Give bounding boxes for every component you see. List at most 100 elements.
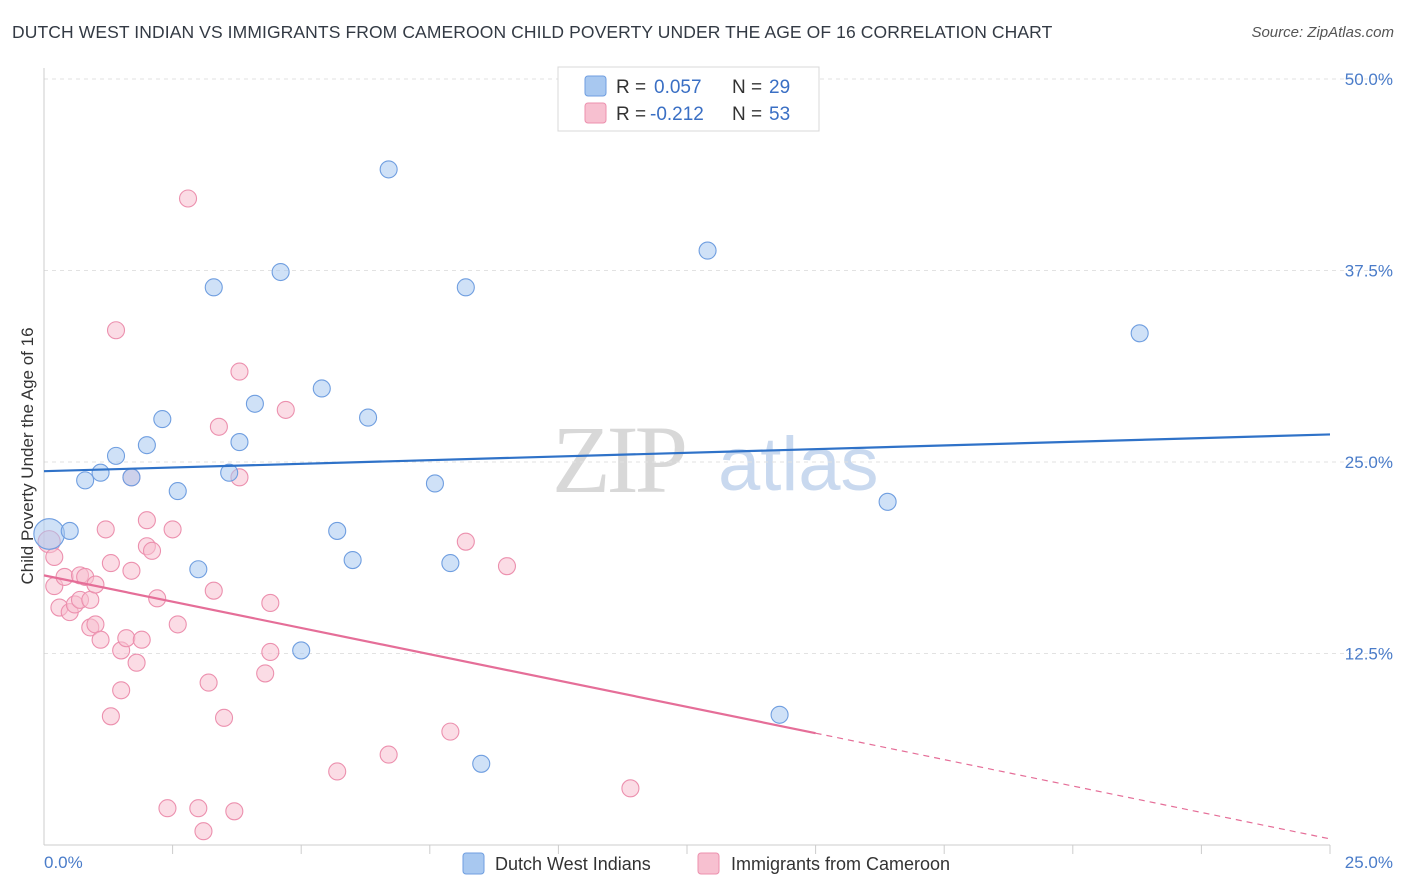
- bottom-legend-swatch-pink: [697, 852, 720, 875]
- source-credit: Source: ZipAtlas.com: [1251, 24, 1394, 41]
- data-point-blue: [33, 518, 65, 550]
- data-point-blue: [245, 394, 264, 413]
- data-point-blue: [271, 262, 290, 282]
- data-point-pink: [276, 400, 295, 419]
- page-title: DUTCH WEST INDIAN VS IMMIGRANTS FROM CAM…: [12, 22, 1053, 42]
- data-point-pink: [194, 822, 213, 841]
- data-point-blue: [220, 463, 239, 482]
- data-point-pink: [225, 802, 244, 821]
- data-point-blue: [204, 278, 223, 297]
- data-point-blue: [122, 468, 141, 487]
- data-point-pink: [256, 664, 275, 683]
- data-point-pink: [137, 511, 156, 530]
- data-point-pink: [230, 362, 249, 381]
- data-point-pink: [96, 520, 115, 539]
- data-point-blue: [425, 474, 444, 493]
- y-tick-label: 37.5%: [1345, 262, 1393, 281]
- data-point-blue: [379, 160, 398, 179]
- data-point-blue: [878, 492, 897, 511]
- data-point-blue: [168, 482, 187, 501]
- data-point-pink: [328, 762, 347, 781]
- data-point-pink: [621, 779, 640, 798]
- legend-n-label-blue: N =: [732, 77, 762, 98]
- data-point-pink: [86, 615, 105, 634]
- legend-r-label-blue: R =: [616, 77, 646, 98]
- data-point-pink: [158, 799, 177, 818]
- bottom-legend-label-blue: Dutch West Indians: [495, 854, 651, 874]
- data-point-blue: [472, 754, 491, 773]
- data-point-blue: [441, 554, 460, 573]
- data-point-blue: [328, 521, 347, 540]
- watermark: ZIP atlas: [552, 406, 879, 513]
- data-point-pink: [132, 630, 151, 649]
- data-point-pink: [117, 629, 136, 648]
- data-point-pink: [106, 321, 126, 340]
- data-point-blue: [456, 278, 475, 297]
- data-point-pink: [199, 673, 218, 692]
- data-point-blue: [770, 705, 789, 724]
- data-point-pink: [214, 708, 234, 727]
- legend-r-value-pink: -0.212: [650, 104, 704, 125]
- data-point-pink: [204, 581, 223, 600]
- data-point-blue: [106, 446, 126, 465]
- data-point-pink: [81, 590, 100, 609]
- data-point-blue: [189, 560, 208, 579]
- legend-r-label-pink: R =: [616, 104, 646, 125]
- data-point-pink: [112, 681, 131, 700]
- y-tick-label: 50.0%: [1345, 70, 1393, 89]
- data-point-pink: [497, 557, 517, 576]
- data-point-pink: [45, 547, 64, 567]
- trend-line-blue: [43, 433, 1331, 473]
- data-point-blue: [91, 463, 110, 482]
- legend-swatch-pink: [584, 102, 607, 124]
- data-point-pink: [261, 593, 280, 612]
- trend-line-extension-pink: [815, 732, 1331, 840]
- legend-r-value-blue: 0.057: [654, 77, 702, 98]
- bottom-legend-swatch-blue: [462, 852, 485, 875]
- series-dutch-west-indians: [33, 160, 1149, 773]
- legend-n-value-pink: 53: [769, 104, 790, 125]
- data-point-blue: [137, 436, 156, 455]
- y-tick-label: 25.0%: [1345, 453, 1393, 472]
- data-point-pink: [101, 554, 120, 573]
- stats-legend: R = 0.057 N = 29 R = -0.212 N = 53: [557, 66, 820, 132]
- data-point-pink: [379, 745, 398, 764]
- series-immigrants-from-cameroon: [37, 189, 640, 841]
- y-axis-label: Child Poverty Under the Age of 16: [18, 327, 37, 584]
- data-point-pink: [168, 615, 187, 634]
- series-legend: Dutch West Indians Immigrants from Camer…: [462, 852, 950, 875]
- watermark-atlas: atlas: [718, 422, 879, 507]
- data-point-blue: [60, 521, 79, 540]
- bottom-legend-label-pink: Immigrants from Cameroon: [731, 854, 950, 874]
- data-point-blue: [698, 241, 717, 260]
- legend-n-value-blue: 29: [769, 77, 790, 98]
- legend-swatch-blue: [584, 75, 607, 97]
- data-point-pink: [122, 561, 141, 580]
- data-point-pink: [101, 707, 120, 726]
- data-point-pink: [163, 520, 182, 539]
- trend-lines: [43, 433, 1331, 840]
- x-tick-label-max: 25.0%: [1345, 853, 1393, 872]
- data-point-pink: [127, 653, 146, 672]
- legend-n-label-pink: N =: [732, 104, 762, 125]
- data-point-blue: [359, 408, 378, 427]
- y-tick-labels: 12.5% 25.0% 37.5% 50.0%: [1345, 70, 1393, 664]
- data-point-pink: [91, 630, 110, 649]
- data-point-blue: [343, 550, 362, 570]
- x-tick-label-min: 0.0%: [44, 853, 83, 872]
- data-point-pink: [456, 532, 475, 551]
- data-point-pink: [178, 189, 198, 208]
- data-point-blue: [292, 641, 311, 660]
- data-point-pink: [142, 541, 162, 560]
- data-point-pink: [55, 567, 74, 586]
- data-point-pink: [261, 642, 280, 662]
- trend-line-pink: [43, 574, 816, 735]
- data-point-blue: [312, 379, 331, 398]
- y-tick-label: 12.5%: [1345, 645, 1393, 664]
- data-point-pink: [189, 799, 208, 818]
- data-point-blue: [76, 471, 95, 490]
- data-point-pink: [209, 417, 228, 436]
- data-point-blue: [230, 433, 249, 452]
- data-point-pink: [441, 722, 460, 741]
